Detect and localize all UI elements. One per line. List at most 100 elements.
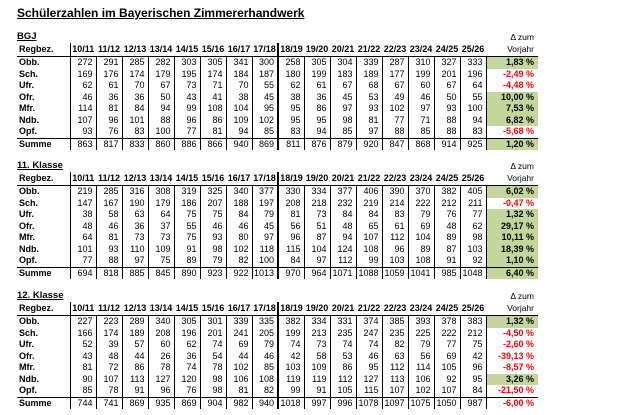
value-cell: 176 [96,68,123,80]
delta-cell: -4,48 % [502,80,534,90]
value-cell: 107 [356,232,383,244]
value-cell: 105 [330,385,357,397]
delta-cell: -2,49 % [502,68,534,79]
column-header-year: 11/12 [96,302,122,316]
value-cell: 105 [434,362,461,374]
table-row: Ufr. 62 61 70 67 73 71 70 55 62 61 67 68 67 60 67 64 -4,4… [17,80,538,92]
value-cell: 102 [226,362,253,374]
value-cell: 42 [278,350,305,362]
value-cell: 112 [330,255,357,267]
column-header-year: 15/16 [200,172,226,186]
delta-cell: -21,50 % [497,385,534,395]
value-cell: 36 [96,91,123,103]
value-cell: 98 [200,385,227,397]
value-cell: 195 [174,68,201,80]
value-cell: 102 [408,385,435,397]
value-cell: 186 [174,197,201,209]
value-cell: 86 [304,103,331,115]
value-cell: 197 [252,197,279,209]
value-cell: 39 [96,339,123,351]
delta-cell: 3,26 % [486,373,538,385]
value-cell: 214 [382,197,409,209]
value-cell: 81 [96,232,123,244]
delta-column-header-top: Δ zum [510,32,534,42]
column-header-delta: Vorjahr [486,172,538,186]
section-header-row: 12. Klasse Δ zum [17,288,538,301]
value-cell: 177 [382,68,409,80]
value-cell: 88 [148,114,175,126]
value-cell: 63 [382,350,409,362]
value-cell: 390 [382,185,409,198]
value-cell: 212 [434,197,461,209]
value-cell: 1013 [252,266,279,279]
value-cell: 93 [200,232,227,244]
value-cell: 97 [252,232,279,244]
value-cell: 43 [70,350,97,362]
value-cell: 316 [122,185,149,198]
value-cell: 46 [408,91,435,103]
value-cell: 108 [200,103,227,115]
column-header-year: 20/21 [330,302,356,316]
row-label: Opf. [17,255,71,267]
value-cell: 199 [304,68,331,80]
value-cell: 124 [330,243,357,255]
value-cell: 382 [278,315,305,328]
table-header-row: Regbez. 10/11 11/12 12/13 13/14 14/15 15/16 16/… [17,302,538,316]
value-cell: 86 [200,114,227,126]
row-label: Sch. [17,327,71,339]
value-cell: 102 [382,103,409,115]
value-cell: 169 [70,68,97,80]
row-label: Sch. [17,68,71,80]
value-cell: 62 [460,220,487,232]
delta-cell: -39,13 % [497,350,534,361]
value-cell: 127 [148,373,175,385]
delta-cell: 1,83 % [486,56,538,69]
value-cell: 300 [252,56,279,69]
value-cell: 964 [304,266,331,279]
column-header-year: 22/23 [382,43,408,57]
value-cell: 76 [96,126,123,138]
value-cell: 75 [174,232,201,244]
value-cell: 75 [460,339,487,351]
value-cell: 196 [174,327,201,339]
value-cell: 68 [356,80,383,92]
value-cell: 89 [434,232,461,244]
value-cell: 333 [460,56,487,69]
column-header-year: 11/12 [96,172,122,186]
value-cell: 213 [304,327,331,339]
value-cell: 179 [148,197,175,209]
value-cell: 113 [122,373,149,385]
delta-cell: -0,47 % [502,197,534,208]
data-table-klasse-11: Regbez. 10/11 11/12 12/13 13/14 14/15 15/16 16/… [17,172,538,279]
value-cell: 997 [304,396,331,409]
value-cell: 869 [252,137,279,150]
value-cell: 95 [278,114,305,126]
value-cell: 1071 [330,266,357,279]
value-cell: 45 [252,220,279,232]
value-cell: 996 [330,396,357,409]
value-cell: 78 [148,362,175,374]
value-cell: 91 [304,385,331,397]
value-cell: 109 [226,114,253,126]
value-cell: 222 [434,327,461,339]
value-cell: 82 [226,255,253,267]
value-cell: 199 [408,68,435,80]
delta-cell: -2,60 % [502,339,534,349]
value-cell: 71 [408,114,435,126]
column-header-year: 19/20 [304,172,330,186]
value-cell: 227 [70,315,97,328]
column-header-year: 14/15 [174,172,200,186]
section-header-row: 11. Klasse Δ zum [17,158,538,171]
value-cell: 60 [408,80,435,92]
value-cell: 335 [252,315,279,328]
value-cell: 112 [382,232,409,244]
value-cell: 90 [70,373,97,385]
value-cell: 46 [200,220,227,232]
value-cell: 77 [70,255,97,267]
value-cell: 225 [408,327,435,339]
value-cell: 319 [174,185,201,198]
column-header-year: 18/19 [278,43,304,57]
value-cell: 87 [434,243,461,255]
value-cell: 85 [70,385,97,397]
value-cell: 188 [226,197,253,209]
